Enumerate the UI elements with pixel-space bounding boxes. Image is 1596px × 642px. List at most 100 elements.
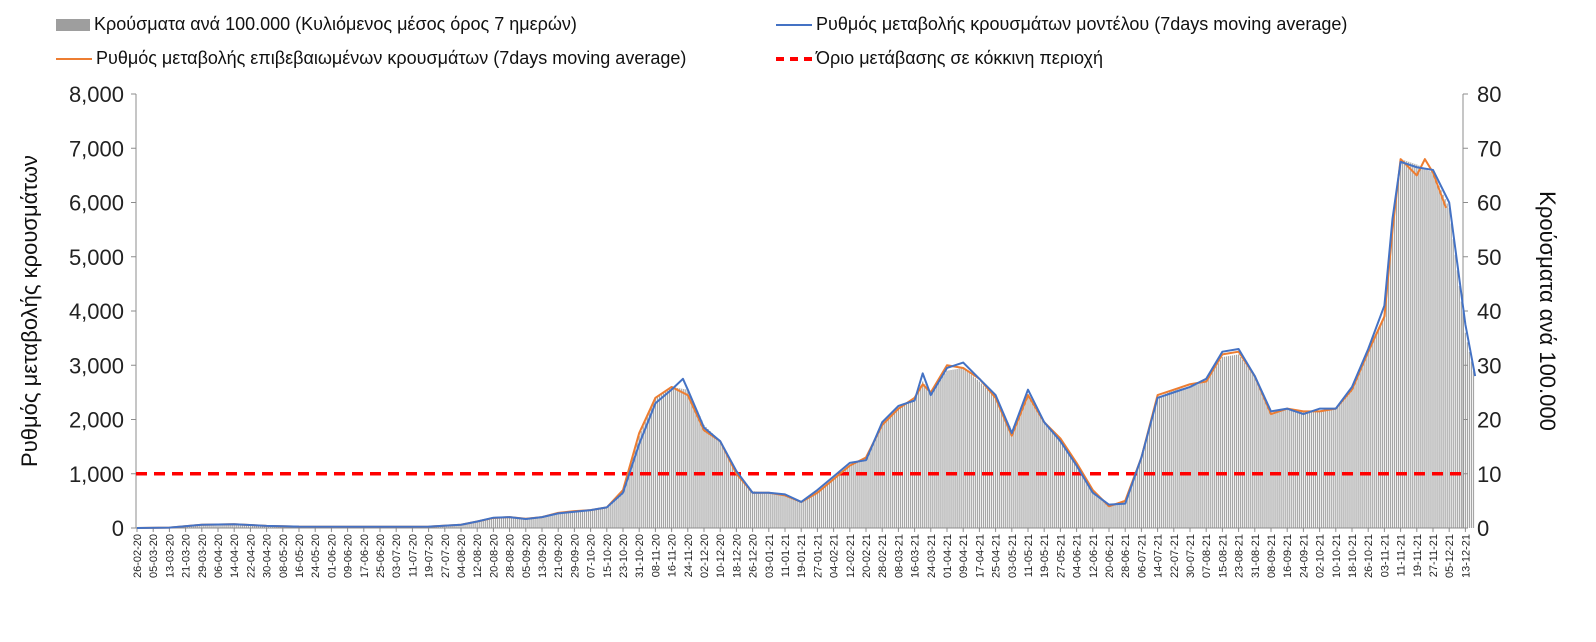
case-bar: [498, 517, 501, 528]
case-bar: [1175, 389, 1177, 528]
case-bar: [1110, 505, 1112, 528]
case-bar: [470, 522, 472, 528]
case-bar: [1314, 411, 1317, 528]
case-bar: [1031, 401, 1033, 528]
case-bar: [628, 469, 630, 528]
x-axis-tick-label: 01-04-21: [942, 534, 954, 578]
case-bar: [1019, 412, 1021, 528]
case-bar: [1393, 207, 1396, 529]
case-bar: [918, 389, 920, 528]
x-axis-tick-label: 16-09-21: [1282, 534, 1294, 578]
case-bar: [828, 482, 831, 528]
case-bar: [1078, 466, 1080, 528]
case-bar: [1061, 441, 1064, 528]
case-bar: [1387, 270, 1390, 528]
case-bar: [551, 514, 553, 528]
x-axis-tick-label: 06-04-20: [213, 534, 225, 578]
case-bar: [1106, 504, 1108, 528]
case-bar: [1341, 400, 1343, 528]
case-bar: [557, 512, 559, 528]
case-bar: [496, 517, 499, 528]
case-bar: [1035, 408, 1037, 528]
case-bar: [1450, 223, 1452, 528]
case-bar: [1009, 426, 1011, 528]
case-bar: [1308, 411, 1311, 528]
x-axis-tick-label: 20-06-21: [1104, 534, 1116, 578]
case-bar: [541, 517, 543, 528]
series-lines: [136, 158, 1477, 529]
case-bar: [549, 514, 551, 528]
case-bar: [1047, 426, 1049, 528]
case-bar: [796, 500, 798, 528]
case-bar: [616, 496, 618, 528]
x-axis-tick-label: 16-03-21: [910, 534, 922, 578]
x-axis-tick-label: 14-04-20: [229, 534, 241, 578]
case-bar: [954, 369, 956, 528]
case-bar: [1327, 410, 1329, 528]
case-bar: [1086, 479, 1088, 528]
case-bar: [903, 404, 906, 528]
case-bar: [942, 376, 944, 528]
case-bar: [259, 525, 262, 528]
case-bar: [1432, 172, 1434, 528]
case-bar: [721, 444, 723, 528]
case-bar: [1209, 375, 1211, 528]
case-bar: [1343, 397, 1345, 528]
case-bar: [1325, 410, 1327, 528]
x-axis-tick-label: 26-10-21: [1363, 534, 1375, 578]
case-bar: [1428, 170, 1430, 528]
case-bar: [1063, 444, 1066, 528]
case-bar: [1381, 320, 1383, 528]
case-bar: [1329, 409, 1331, 528]
case-bar: [887, 418, 889, 528]
case-bar: [857, 461, 859, 528]
case-bar: [472, 522, 474, 528]
x-axis-tick-label: 20-08-20: [488, 534, 500, 578]
case-bar: [1385, 293, 1388, 528]
case-bar: [1094, 492, 1096, 528]
case-bar: [217, 524, 219, 528]
case-bar: [812, 493, 814, 528]
x-axis-tick-label: 28-06-21: [1120, 534, 1132, 578]
case-bar: [966, 371, 968, 528]
case-bar: [1468, 351, 1471, 528]
case-bar: [555, 513, 557, 528]
case-bar: [1033, 405, 1035, 528]
case-bar: [664, 391, 667, 528]
case-bar: [590, 510, 592, 528]
case-bar: [788, 497, 790, 528]
case-bar: [662, 392, 665, 529]
case-bar: [660, 393, 663, 528]
left-axis-tick-label: 3,000: [69, 353, 124, 378]
case-bar: [869, 449, 871, 528]
case-bar: [733, 467, 735, 528]
case-bar: [780, 494, 782, 528]
case-bar: [1152, 412, 1155, 528]
case-bar: [1023, 403, 1025, 528]
case-bar: [460, 524, 462, 528]
x-axis-tick-label: 11-07-20: [407, 534, 419, 577]
case-bar: [207, 524, 209, 528]
case-bar: [1096, 494, 1098, 528]
case-bar: [462, 524, 464, 528]
case-bar: [1199, 383, 1201, 528]
x-axis-tick-label: 02-10-21: [1315, 534, 1327, 578]
case-bar: [1448, 207, 1450, 529]
case-bar: [855, 462, 857, 528]
case-bar: [879, 428, 881, 528]
case-bar: [658, 395, 661, 528]
case-bar: [1219, 360, 1221, 528]
x-axis-tick-label: 07-10-20: [586, 534, 598, 578]
case-bar: [1302, 411, 1304, 528]
case-bar: [1169, 391, 1171, 528]
case-bar: [729, 459, 731, 528]
case-bar: [237, 524, 239, 528]
case-bar: [219, 524, 221, 528]
case-bar: [195, 525, 197, 528]
case-bar: [656, 396, 659, 528]
case-bar: [1286, 408, 1288, 528]
case-bar: [1073, 459, 1076, 528]
case-bar: [606, 507, 608, 528]
case-bar: [745, 483, 748, 528]
case-bar: [1268, 409, 1270, 528]
